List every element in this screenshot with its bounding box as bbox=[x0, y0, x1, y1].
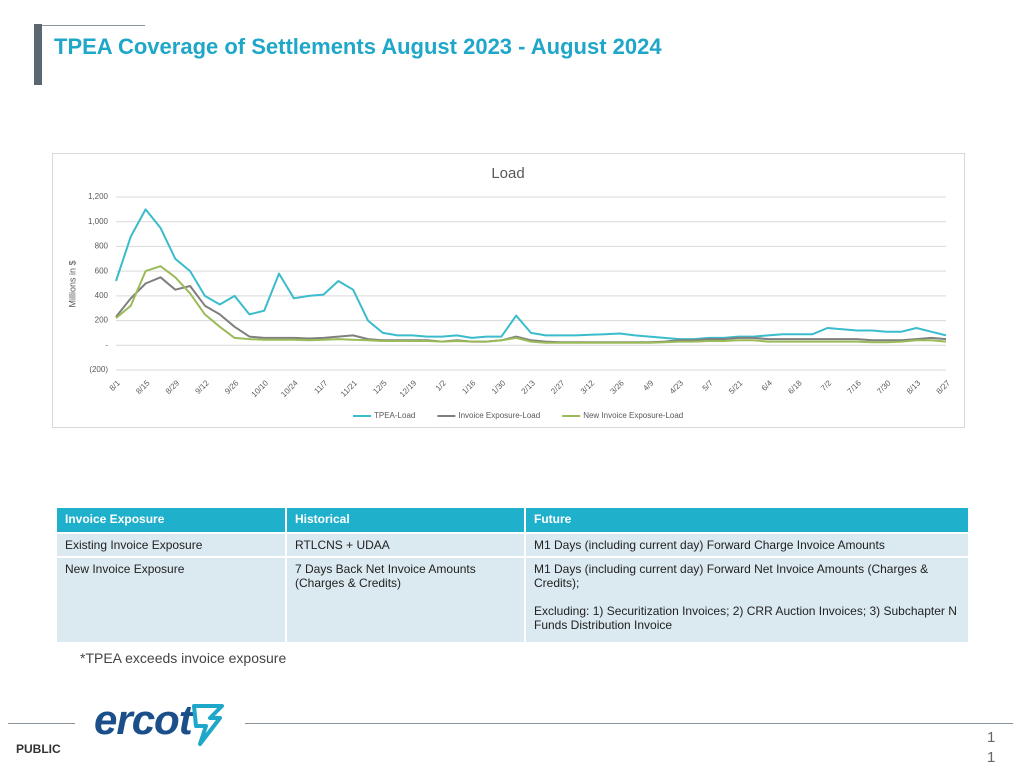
x-tick-label: 8/13 bbox=[905, 378, 923, 396]
logo-mark bbox=[192, 704, 224, 746]
y-tick-label: 1,000 bbox=[88, 217, 109, 226]
footer-rule bbox=[8, 723, 75, 724]
x-tick-label: 5/7 bbox=[701, 378, 716, 393]
title-bar bbox=[34, 24, 42, 85]
x-tick-label: 7/30 bbox=[875, 378, 893, 396]
x-tick-label: 7/2 bbox=[819, 378, 834, 393]
classification: PUBLIC bbox=[16, 742, 61, 756]
series-line bbox=[115, 276, 947, 344]
y-axis-label: Millions in $ bbox=[67, 260, 77, 307]
x-tick-label: 5/21 bbox=[727, 378, 745, 396]
x-tick-label: 7/16 bbox=[846, 378, 864, 396]
page-number: 11 bbox=[987, 729, 996, 766]
x-tick-label: 8/15 bbox=[134, 378, 152, 396]
legend-label: New Invoice Exposure-Load bbox=[583, 411, 683, 420]
x-tick-label: 8/1 bbox=[108, 378, 123, 393]
x-tick-label: 11/21 bbox=[339, 378, 359, 398]
chart: Load Millions in $ (200) - 200 400 600 800 1,0… bbox=[67, 165, 953, 420]
cell: M1 Days (including current day) Forward … bbox=[524, 556, 970, 644]
cell-text: M1 Days (including current day) Forward … bbox=[534, 562, 929, 590]
series-line bbox=[115, 208, 947, 341]
cell: Existing Invoice Exposure bbox=[55, 532, 287, 558]
cell-text: Excluding: 1) Securitization Invoices; 2… bbox=[534, 604, 957, 632]
x-tick-label: 4/9 bbox=[641, 378, 656, 393]
x-tick-label: 4/23 bbox=[668, 378, 686, 396]
y-tick-label: 1,200 bbox=[88, 192, 109, 201]
x-tick-label: 6/18 bbox=[786, 378, 804, 396]
x-tick-label: 8/27 bbox=[935, 378, 953, 396]
slide-title: TPEA Coverage of Settlements August 2023… bbox=[54, 34, 662, 59]
x-tick-label: 1/30 bbox=[490, 378, 508, 396]
x-tick-label: 8/29 bbox=[164, 378, 182, 396]
chart-title: Load bbox=[491, 165, 524, 182]
cell: RTLCNS + UDAA bbox=[285, 532, 526, 558]
cell: New Invoice Exposure bbox=[55, 556, 287, 644]
y-tick-label: 800 bbox=[95, 242, 109, 251]
note: *TPEA exceeds invoice exposure bbox=[80, 650, 287, 666]
x-tick-label: 11/7 bbox=[312, 378, 329, 395]
x-tick-label: 9/12 bbox=[193, 378, 211, 396]
x-tick-label: 2/13 bbox=[520, 378, 538, 396]
header-cell: Future bbox=[524, 506, 970, 534]
x-tick-label: 12/19 bbox=[398, 378, 419, 399]
legend-label: Invoice Exposure-Load bbox=[458, 411, 540, 420]
x-tick-label: 10/24 bbox=[279, 378, 300, 399]
header-cell: Historical bbox=[285, 506, 526, 534]
y-tick-label: 600 bbox=[95, 266, 109, 275]
x-tick-label: 1/2 bbox=[434, 378, 449, 393]
logo: ercot bbox=[94, 696, 193, 743]
y-tick-label: - bbox=[105, 340, 108, 349]
y-tick-label: (200) bbox=[89, 365, 108, 374]
x-tick-label: 9/26 bbox=[223, 378, 241, 396]
header-cell: Invoice Exposure bbox=[55, 506, 287, 534]
legend-label: TPEA-Load bbox=[374, 411, 415, 420]
title-rule bbox=[42, 25, 145, 26]
exposure-table: Invoice Exposure Historical Future Exist… bbox=[55, 506, 970, 644]
cell: 7 Days Back Net Invoice Amounts (Charges… bbox=[285, 556, 526, 644]
footer-rule bbox=[245, 723, 1013, 724]
x-tick-label: 3/12 bbox=[579, 378, 597, 396]
series-line bbox=[115, 265, 947, 344]
y-tick-label: 200 bbox=[95, 316, 109, 325]
y-tick-label: 400 bbox=[95, 291, 109, 300]
x-tick-label: 2/27 bbox=[549, 378, 567, 396]
x-tick-label: 6/4 bbox=[760, 378, 775, 393]
x-tick-label: 10/10 bbox=[250, 378, 271, 399]
x-tick-label: 12/5 bbox=[371, 378, 389, 396]
x-tick-label: 3/26 bbox=[608, 378, 626, 396]
x-tick-label: 1/16 bbox=[460, 378, 478, 396]
cell: M1 Days (including current day) Forward … bbox=[524, 532, 970, 558]
chart-frame: Load Millions in $ (200) - 200 400 600 800 1,0… bbox=[52, 153, 965, 428]
